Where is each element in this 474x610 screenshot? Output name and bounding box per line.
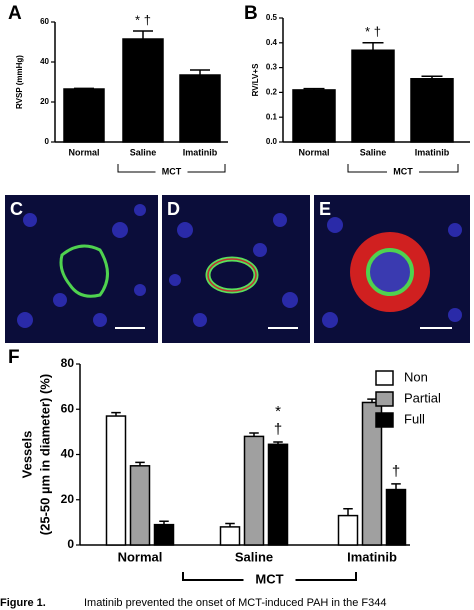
y-tick-label: 40 [61, 447, 75, 461]
y-tick-label: 20 [40, 97, 49, 106]
y-tick-label: 0 [45, 137, 50, 146]
panel-label: B [244, 3, 258, 24]
panel-label: E [319, 199, 331, 219]
x-tick-label: Saline [130, 147, 157, 157]
x-tick-label: Normal [298, 147, 329, 157]
error-bar [135, 461, 145, 466]
bar [179, 74, 221, 143]
error-bar [303, 87, 325, 90]
significance-marker: † [274, 421, 282, 438]
error-bar [74, 87, 94, 90]
error-bar [391, 483, 401, 490]
legend-label: Partial [404, 390, 441, 405]
error-bar [421, 75, 443, 79]
panel-label: A [8, 3, 22, 24]
bar [129, 465, 151, 546]
y-tick-label: 80 [61, 356, 75, 370]
error-bar [343, 508, 353, 516]
bar [292, 89, 336, 143]
significance-marker: * † [365, 24, 381, 39]
bar [153, 523, 175, 546]
y-tick-label: 0.0 [266, 137, 278, 146]
bar [122, 38, 164, 143]
significance-marker: * [275, 403, 281, 420]
x-tick-label: Imatinib [415, 147, 450, 157]
error-bar [225, 522, 235, 527]
y-axis-label: (25-50 µm in diameter) (%) [37, 374, 52, 535]
legend-swatch [375, 412, 394, 428]
error-bar [273, 441, 283, 445]
y-axis-label: RVSP (mmHg) [15, 55, 24, 109]
significance-marker: † [392, 463, 400, 480]
error-bar [159, 520, 169, 525]
micrograph-d [162, 195, 310, 343]
y-axis-label: Vessels [19, 431, 34, 479]
bar [219, 526, 241, 546]
group-label: MCT [162, 166, 182, 176]
y-tick-label: 0.5 [266, 13, 278, 22]
x-tick-label: Saline [235, 549, 273, 564]
group-label: MCT [393, 166, 413, 176]
caption-text: Imatinib prevented the onset of MCT-indu… [84, 597, 386, 609]
y-tick-label: 0.3 [266, 63, 278, 72]
x-tick-label: Imatinib [183, 147, 218, 157]
panel-label: F [8, 347, 20, 368]
error-bar [133, 30, 153, 39]
x-tick-label: Saline [360, 147, 387, 157]
caption-label: Figure 1. [0, 597, 46, 609]
error-bar [362, 42, 384, 51]
x-tick-label: Normal [118, 549, 163, 564]
bar [410, 78, 454, 143]
error-bar [190, 69, 210, 75]
group-bracket [117, 164, 226, 173]
y-tick-label: 0.4 [266, 38, 278, 47]
y-tick-label: 0.1 [266, 112, 278, 121]
significance-marker: * † [135, 12, 151, 27]
y-tick-label: 20 [61, 492, 75, 506]
bar [385, 488, 407, 546]
group-bracket [347, 164, 459, 173]
legend-swatch [375, 370, 394, 386]
group-bracket [182, 572, 357, 581]
x-tick-label: Imatinib [347, 549, 397, 564]
bar [351, 49, 395, 143]
y-axis-label: RV/LV+S [251, 63, 260, 96]
legend-label: Non [404, 369, 428, 384]
bar [337, 514, 359, 546]
bar [243, 435, 265, 546]
legend-label: Full [404, 411, 425, 426]
y-tick-label: 60 [40, 17, 49, 26]
x-tick-label: Normal [68, 147, 99, 157]
legend-swatch [375, 391, 394, 407]
bar [267, 443, 289, 546]
micrograph-c [5, 195, 158, 343]
error-bar [249, 432, 259, 437]
y-tick-label: 0.2 [266, 88, 278, 97]
y-tick-label: 40 [40, 57, 49, 66]
bar [105, 415, 127, 546]
bar [63, 88, 105, 143]
y-tick-label: 0 [67, 537, 74, 551]
group-label: MCT [255, 571, 283, 586]
y-tick-label: 60 [61, 401, 75, 415]
panel-label: C [10, 199, 23, 219]
panel-label: D [167, 199, 180, 219]
error-bar [111, 411, 121, 417]
micrograph-e [314, 195, 470, 343]
error-bar [367, 398, 377, 403]
